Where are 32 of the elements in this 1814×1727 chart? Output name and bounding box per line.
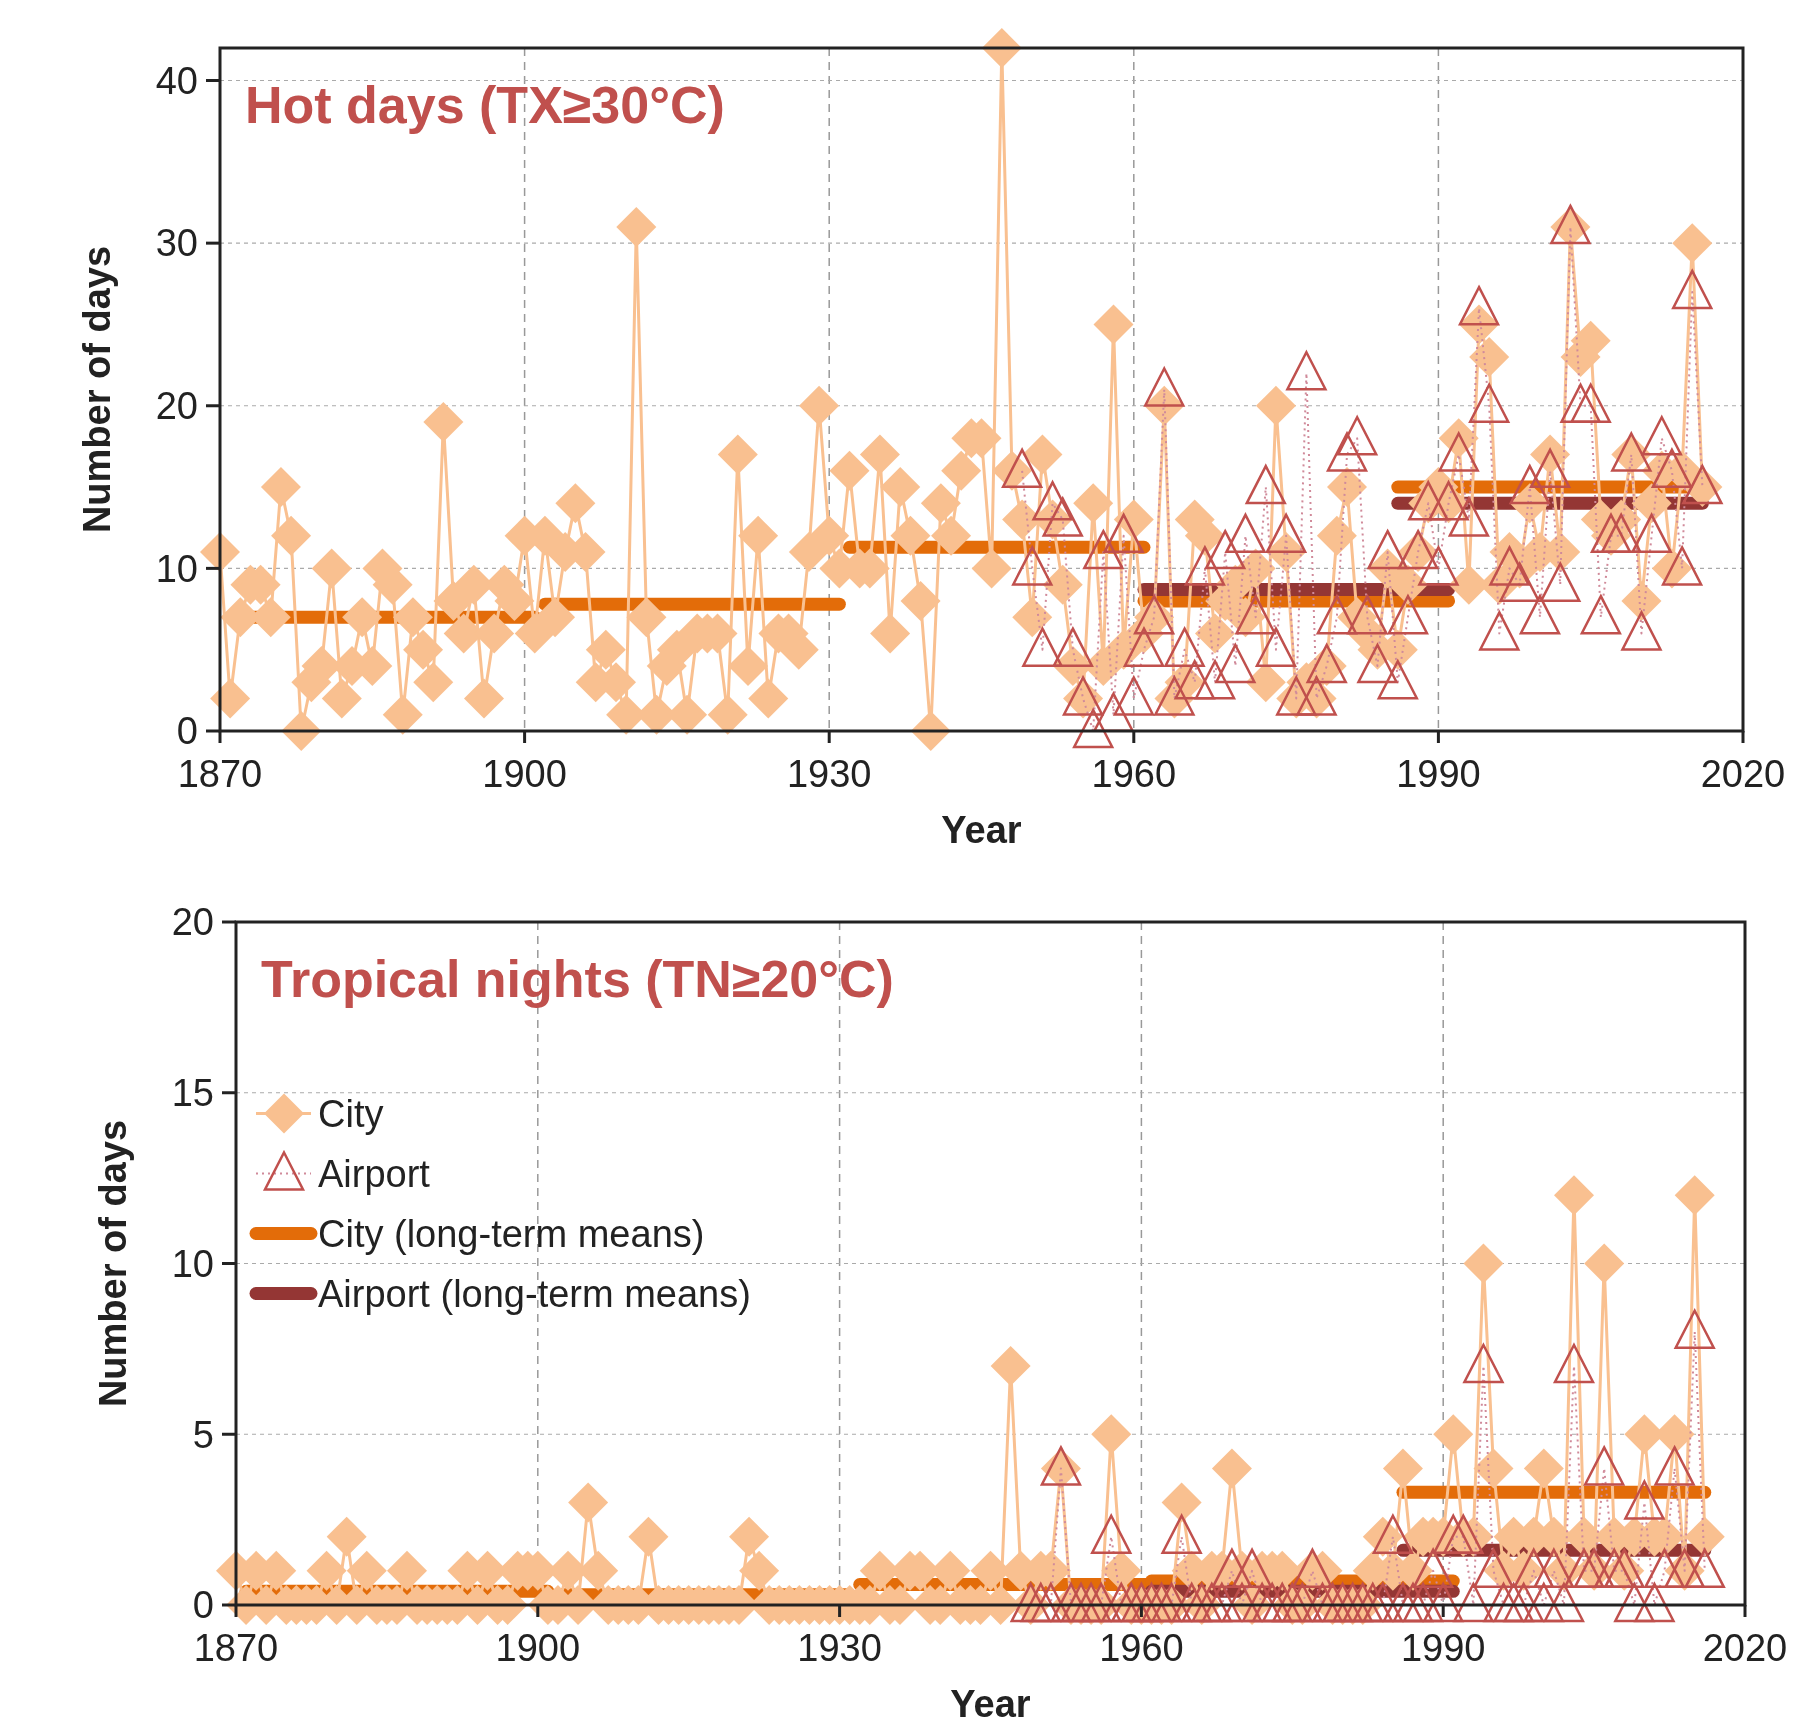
text: Tropical nights (TN≥20°C) xyxy=(261,950,894,1008)
x-tick-label: 1990 xyxy=(1396,753,1481,795)
x-tick-label: 2020 xyxy=(1700,753,1786,795)
x-tick-label: 1900 xyxy=(495,1627,581,1669)
x-tick-label: 1960 xyxy=(1091,753,1177,795)
x-tick-label: 1930 xyxy=(786,753,872,795)
x-tick-label: 2020 xyxy=(1702,1627,1788,1669)
x-tick-label: 1930 xyxy=(797,1627,882,1669)
y-tick-label: 0 xyxy=(176,710,198,753)
y-tick-label: 10 xyxy=(155,547,198,590)
y-tick-label: 40 xyxy=(155,59,198,102)
x-tick-label: 1900 xyxy=(482,753,567,795)
legend-label: City xyxy=(318,1092,384,1135)
legend-label: Airport xyxy=(318,1152,431,1195)
legend-label: Airport (long-term means) xyxy=(318,1272,751,1315)
y-tick-label: 0 xyxy=(192,1584,214,1627)
y-tick-label: 10 xyxy=(171,1242,214,1285)
y-tick-label: 20 xyxy=(171,901,214,944)
x-axis-title: Year xyxy=(941,809,1022,851)
text: Hot days (TX≥30°C) xyxy=(245,76,725,134)
x-tick-label: 1870 xyxy=(193,1627,279,1669)
x-tick-label: 1990 xyxy=(1400,1627,1486,1669)
y-tick-label: 5 xyxy=(192,1413,214,1456)
y-axis-title: Number of days xyxy=(76,245,118,534)
y-axis-title: Number of days xyxy=(92,1119,134,1408)
y-tick-label: 20 xyxy=(155,385,198,428)
x-axis-title: Year xyxy=(950,1683,1031,1725)
legend-label: City (long-term means) xyxy=(318,1212,705,1255)
x-tick-label: 1870 xyxy=(177,753,263,795)
y-tick-label: 30 xyxy=(155,222,198,265)
y-tick-label: 15 xyxy=(171,1072,214,1115)
x-tick-label: 1960 xyxy=(1099,1627,1184,1669)
